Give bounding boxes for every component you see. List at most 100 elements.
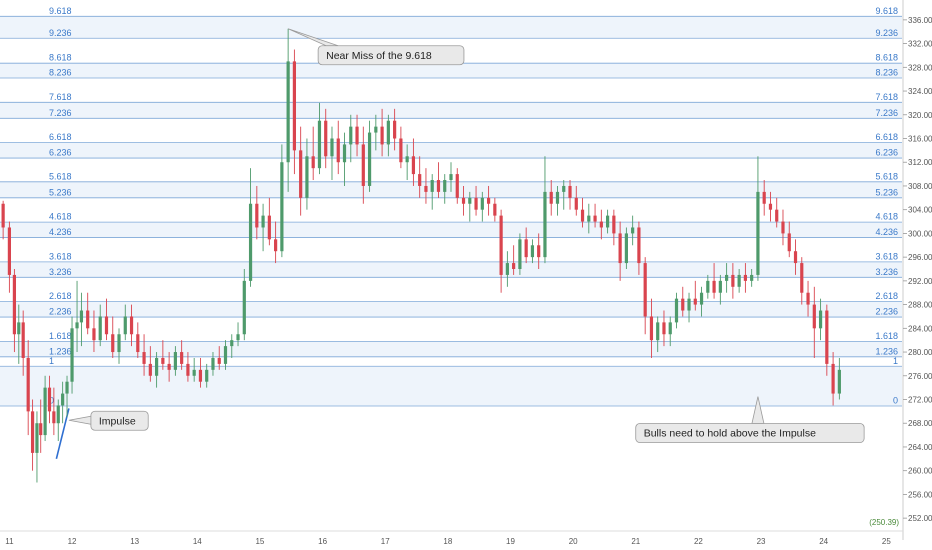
x-tick-label: 17 [381, 537, 390, 546]
candle-body [624, 233, 628, 264]
fib-label-right: 1.236 [875, 346, 898, 356]
candle-body [286, 61, 290, 163]
candle-body [637, 227, 641, 264]
candle-body [148, 363, 152, 376]
y-tick-label: 284.00 [908, 324, 932, 333]
candle-body [92, 328, 96, 341]
fib-label-right: 0 [893, 396, 898, 406]
y-tick-label: 288.00 [908, 301, 932, 310]
fib-label-left: 6.236 [49, 148, 72, 158]
candle-body [173, 352, 177, 370]
candle-body [142, 352, 146, 364]
candle-body [474, 197, 478, 210]
candle-body [656, 322, 660, 341]
fib-label-left: 2.236 [49, 307, 72, 317]
fib-band [0, 222, 902, 238]
candle-body [12, 274, 17, 335]
candle-body [737, 274, 741, 287]
candle-body [361, 144, 365, 186]
fib-label-right: 6.618 [875, 132, 898, 142]
x-tick-label: 22 [694, 537, 703, 546]
candle-body [104, 316, 109, 335]
fib-band [0, 142, 902, 159]
fib-band [0, 16, 902, 39]
candle-body [493, 203, 497, 216]
candle-body [436, 180, 441, 192]
fib-label-right: 9.618 [875, 6, 898, 16]
candle-body [242, 280, 246, 335]
candles [1, 28, 841, 483]
candle-body [793, 251, 798, 264]
candle-body [123, 316, 127, 335]
y-tick-label: 336.00 [908, 16, 932, 25]
candle-body [367, 132, 372, 186]
price-tag: (250.39) [869, 518, 899, 527]
callout-box [317, 45, 465, 66]
fib-bands [0, 16, 902, 407]
candle-body [831, 363, 835, 394]
candle-body [812, 304, 816, 329]
candle-body [599, 221, 603, 228]
candle-body [70, 328, 74, 382]
fib-label-left: 6.618 [49, 132, 72, 142]
candle-body [380, 126, 384, 145]
fib-label-right: 4.618 [875, 212, 898, 222]
fib-label-left: 5.236 [49, 187, 72, 197]
candle-body [455, 174, 459, 198]
callout-text: Impulse [99, 415, 136, 427]
y-tick-label: 256.00 [908, 490, 932, 499]
y-tick-label: 268.00 [908, 419, 932, 428]
candle-body [818, 310, 823, 329]
candle-body [580, 209, 585, 222]
y-axis: 252.00 256.00 260.00 264.00 268.00 272.00 276.… [902, 0, 932, 540]
candle-body [136, 334, 140, 353]
candle-body [449, 174, 453, 181]
candle-body [837, 369, 841, 394]
candle-body [43, 387, 47, 436]
candle-body [267, 215, 271, 240]
x-tick-label: 12 [68, 537, 77, 546]
fib-label-right: 7.236 [875, 108, 898, 118]
candle-body [787, 233, 791, 252]
fib-label-right: 2.618 [875, 291, 898, 301]
x-tick-label: 24 [819, 537, 828, 546]
candle-body [405, 156, 409, 163]
candle-body [662, 322, 666, 335]
candle-body [192, 369, 196, 376]
fib-band [0, 102, 902, 119]
candle-body [568, 185, 572, 198]
candle-body [468, 197, 472, 204]
fib-label-right: 2.236 [875, 307, 898, 317]
fib-label-right: 3.236 [875, 267, 898, 277]
candle-body [718, 280, 722, 293]
candle-body [825, 310, 829, 364]
y-tick-label: 276.00 [908, 372, 932, 381]
fib-label-right: 8.618 [875, 53, 898, 63]
x-tick-label: 18 [443, 537, 452, 546]
fib-label-right: 1.618 [875, 331, 898, 341]
candle-body [706, 280, 710, 293]
fib-label-right: 5.618 [875, 171, 898, 181]
candle-body [117, 334, 121, 353]
candle-body [768, 203, 773, 210]
candle-body [386, 120, 390, 145]
callout-text: Bulls need to hold above the Impulse [644, 428, 816, 440]
candle-body [537, 245, 541, 258]
fib-band [0, 301, 902, 318]
x-axis: 11 12 13 14 15 16 17 18 19 20 21 22 23 24 25 [0, 530, 903, 546]
candle-body [743, 274, 748, 281]
candle-body [261, 215, 265, 228]
fib-levels: 9.618 9.618 9.236 9.236 8.618 8.618 8.236 8.236… [0, 6, 902, 407]
candle-body [418, 174, 422, 186]
candle-body [731, 274, 735, 287]
fib-label-left: 4.236 [49, 227, 72, 237]
candle-body [330, 138, 334, 157]
candle-body [56, 405, 60, 424]
candle-body [725, 274, 729, 281]
y-tick-label: 324.00 [908, 87, 932, 96]
fib-label-left: 3.236 [49, 267, 72, 277]
x-tick-label: 16 [318, 537, 327, 546]
candle-body [775, 209, 779, 222]
candle-body [699, 292, 704, 305]
candle-body [336, 138, 340, 163]
